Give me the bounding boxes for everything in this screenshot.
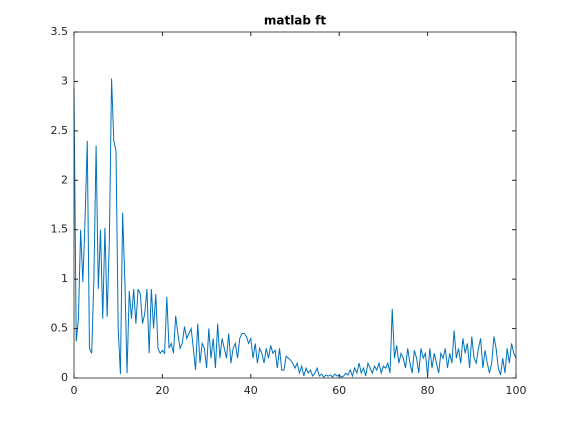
x-tick-label: 80 bbox=[421, 384, 435, 397]
y-tick-label: 1 bbox=[61, 272, 68, 285]
y-tick-label: 3 bbox=[61, 74, 68, 87]
y-tick-label: 0.5 bbox=[51, 322, 69, 335]
y-tick-label: 1.5 bbox=[51, 223, 69, 236]
x-tick-label: 20 bbox=[155, 384, 169, 397]
x-tick-label: 100 bbox=[506, 384, 527, 397]
x-tick-label: 40 bbox=[244, 384, 258, 397]
y-tick-label: 2.5 bbox=[51, 124, 69, 137]
axes-box bbox=[73, 31, 517, 379]
line-series bbox=[73, 78, 517, 378]
x-tick-label: 60 bbox=[332, 384, 346, 397]
chart-title: matlab ft bbox=[264, 14, 327, 28]
x-tick-label: 0 bbox=[71, 384, 78, 397]
plot-area bbox=[74, 32, 516, 378]
y-tick-label: 2 bbox=[61, 173, 68, 186]
y-tick-label: 3.5 bbox=[51, 25, 69, 38]
y-tick-label: 0 bbox=[61, 371, 68, 384]
